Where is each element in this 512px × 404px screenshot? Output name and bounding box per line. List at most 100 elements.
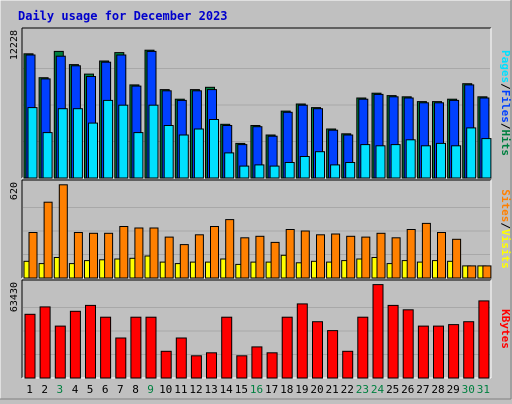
bar-kbytes-day-22 xyxy=(342,350,354,379)
bar-sites-day-16 xyxy=(255,235,265,279)
bar-pages-day-13 xyxy=(209,119,219,179)
day-label-8: 8 xyxy=(132,383,139,396)
day-label-11: 11 xyxy=(174,383,187,396)
day-label-7: 7 xyxy=(117,383,124,396)
bar-sites-day-27 xyxy=(421,222,431,279)
bar-pages-day-4 xyxy=(72,108,83,179)
bar-kbytes-day-8 xyxy=(130,316,142,379)
bar-kbytes-day-14 xyxy=(221,316,233,379)
bar-sites-day-13 xyxy=(210,226,219,279)
day-label-1: 1 xyxy=(26,383,33,396)
series-label-kbytes: KBytes xyxy=(499,309,512,349)
day-label-18: 18 xyxy=(280,383,293,396)
bar-sites-day-12 xyxy=(194,234,204,279)
bar-sites-day-19 xyxy=(300,230,310,279)
bar-sites-day-22 xyxy=(346,235,356,279)
day-label-19: 19 xyxy=(295,383,308,396)
day-label-26: 26 xyxy=(401,383,414,396)
bar-kbytes-day-31 xyxy=(478,300,490,379)
bar-pages-day-2 xyxy=(42,132,53,179)
bar-kbytes-day-28 xyxy=(433,325,444,379)
bar-sites-day-26 xyxy=(406,229,416,279)
bar-sites-day-1 xyxy=(28,232,38,279)
bar-sites-day-25 xyxy=(391,237,401,279)
y-max-label: 620 xyxy=(9,182,20,200)
day-label-10: 10 xyxy=(159,383,172,396)
bar-pages-day-22 xyxy=(345,162,356,179)
bar-pages-day-17 xyxy=(269,165,280,179)
bar-kbytes-day-18 xyxy=(281,316,293,379)
bar-sites-day-28 xyxy=(437,232,446,279)
bar-kbytes-day-17 xyxy=(266,352,278,379)
bar-pages-day-8 xyxy=(133,132,144,179)
bar-kbytes-day-13 xyxy=(206,352,217,379)
day-label-16: 16 xyxy=(250,383,263,396)
day-label-29: 29 xyxy=(447,383,460,396)
bar-kbytes-day-7 xyxy=(115,337,127,379)
bar-kbytes-day-23 xyxy=(357,316,369,379)
bar-sites-day-8 xyxy=(134,227,144,279)
bar-sites-day-9 xyxy=(149,227,159,279)
bar-sites-day-31 xyxy=(482,265,492,279)
series-label-hits: Hits xyxy=(499,130,512,157)
bar-kbytes-day-12 xyxy=(190,355,202,379)
bar-kbytes-day-6 xyxy=(100,316,112,379)
day-label-3: 3 xyxy=(56,383,63,396)
bar-sites-day-17 xyxy=(270,241,280,279)
bar-kbytes-day-20 xyxy=(312,321,323,379)
bar-kbytes-day-29 xyxy=(448,324,460,379)
bar-kbytes-day-24 xyxy=(372,284,384,379)
bar-pages-day-7 xyxy=(118,104,129,179)
day-label-5: 5 xyxy=(87,383,94,396)
bar-pages-day-6 xyxy=(103,99,114,179)
bar-kbytes-day-19 xyxy=(296,303,308,379)
bar-pages-day-21 xyxy=(330,164,341,179)
bar-sites-day-3 xyxy=(58,184,68,279)
y-max-label: 63430 xyxy=(9,282,20,312)
bar-sites-day-2 xyxy=(43,201,53,279)
bar-pages-day-23 xyxy=(360,144,371,179)
bar-sites-day-6 xyxy=(104,232,114,279)
bar-pages-day-5 xyxy=(88,122,98,179)
day-label-15: 15 xyxy=(235,383,248,396)
bar-kbytes-day-26 xyxy=(402,309,414,379)
bar-kbytes-day-3 xyxy=(54,325,66,379)
day-label-28: 28 xyxy=(431,383,444,396)
bar-pages-day-28 xyxy=(436,142,446,179)
series-separator: / xyxy=(499,123,512,130)
chart-title: Daily usage for December 2023 xyxy=(18,9,228,23)
series-separator: / xyxy=(499,222,512,229)
y-max-label: 12228 xyxy=(9,30,20,60)
bar-kbytes-day-30 xyxy=(463,321,475,379)
bar-kbytes-day-1 xyxy=(24,313,36,379)
day-label-31: 31 xyxy=(477,383,490,396)
bar-pages-day-24 xyxy=(375,145,386,179)
bar-kbytes-day-25 xyxy=(387,304,399,379)
day-label-30: 30 xyxy=(462,383,475,396)
day-label-24: 24 xyxy=(371,383,385,396)
day-label-20: 20 xyxy=(310,383,323,396)
bar-kbytes-day-16 xyxy=(251,346,263,379)
bar-pages-day-18 xyxy=(284,162,295,179)
day-label-25: 25 xyxy=(386,383,399,396)
day-label-12: 12 xyxy=(189,383,202,396)
day-label-17: 17 xyxy=(265,383,278,396)
bar-kbytes-day-15 xyxy=(236,355,248,379)
series-axis-label: Sites/Visits xyxy=(499,189,512,269)
bar-sites-day-21 xyxy=(331,233,341,279)
bar-sites-day-29 xyxy=(452,238,462,279)
bar-pages-day-16 xyxy=(254,164,265,179)
bar-pages-day-9 xyxy=(148,104,159,179)
bar-pages-day-14 xyxy=(224,152,235,179)
series-label-sites: Sites xyxy=(499,189,512,222)
bar-pages-day-31 xyxy=(481,138,492,179)
bar-pages-day-15 xyxy=(239,165,250,179)
bar-kbytes-day-21 xyxy=(327,330,339,379)
bar-pages-day-29 xyxy=(451,145,462,179)
series-separator: / xyxy=(499,83,512,90)
bar-kbytes-day-9 xyxy=(145,316,157,379)
series-label-visits: Visits xyxy=(499,229,512,269)
bar-pages-day-11 xyxy=(178,134,189,179)
